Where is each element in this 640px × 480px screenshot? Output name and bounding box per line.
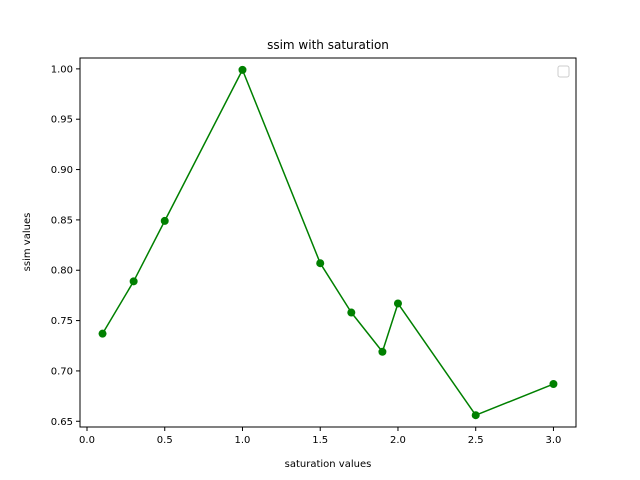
data-point [378, 347, 387, 356]
x-tick-label: 1.5 [312, 435, 328, 446]
x-tick-label: 1.0 [235, 435, 251, 446]
data-point [129, 277, 138, 286]
y-tick-label: 0.85 [51, 215, 73, 226]
data-point [471, 411, 480, 420]
data-point [393, 299, 402, 308]
x-tick-label: 2.0 [390, 435, 406, 446]
y-tick-label: 0.65 [51, 417, 73, 428]
x-tick-label: 3.0 [546, 435, 562, 446]
y-axis-label: ssim values [22, 213, 33, 272]
y-tick-label: 0.90 [51, 165, 73, 176]
chart-title: ssim with saturation [267, 38, 389, 52]
y-tick-label: 0.75 [51, 316, 73, 327]
y-tick-label: 1.00 [51, 64, 73, 75]
axes-frame [79, 57, 577, 428]
x-tick-label: 0.5 [157, 435, 173, 446]
x-tick-label: 2.5 [468, 435, 484, 446]
data-point [347, 308, 356, 317]
series-line [101, 69, 554, 416]
data-point [98, 329, 107, 338]
data-point [316, 259, 325, 268]
y-tick-label: 0.80 [51, 266, 73, 277]
data-point [238, 65, 247, 74]
plot-area [98, 65, 558, 420]
data-point [160, 216, 169, 225]
x-tick-label: 0.0 [79, 435, 95, 446]
y-tick-label: 0.70 [51, 366, 73, 377]
x-axis-label: saturation values [285, 459, 372, 470]
legend-box [557, 65, 570, 78]
y-tick-label: 0.95 [51, 115, 73, 126]
data-point [549, 380, 558, 389]
